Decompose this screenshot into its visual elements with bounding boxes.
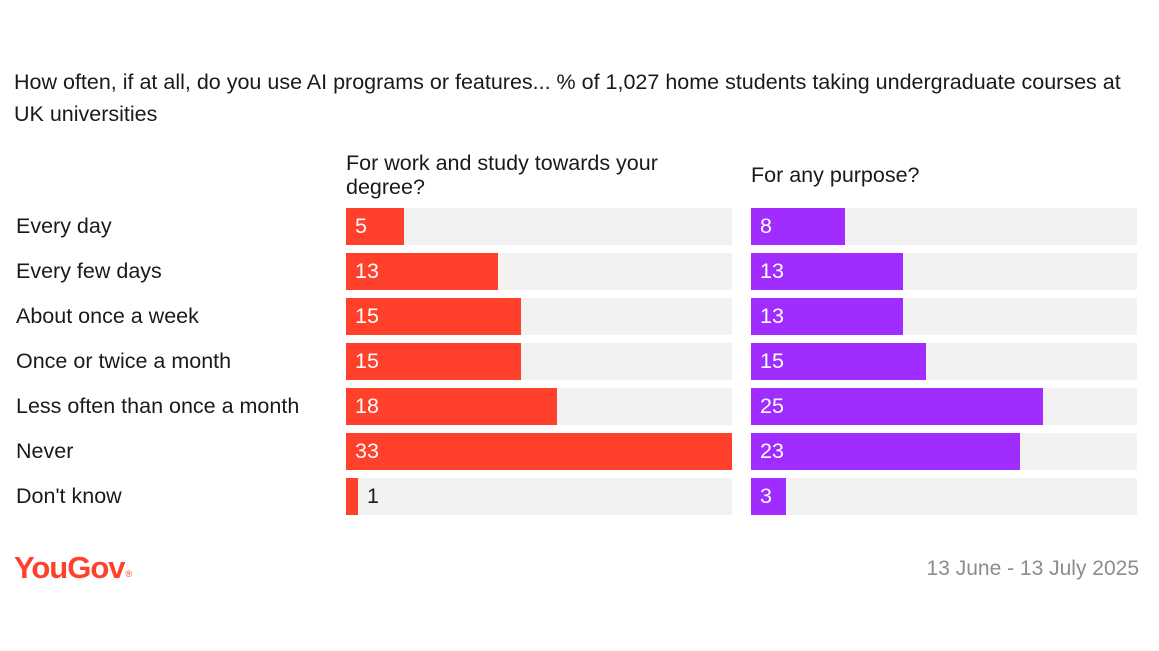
data-label: 25 — [760, 394, 784, 418]
bar-series-2 — [751, 253, 903, 290]
bar-series-1 — [346, 253, 498, 290]
bar-track: 18 — [346, 388, 732, 425]
bar-series-2 — [751, 343, 926, 380]
bar-track: 5 — [346, 208, 732, 245]
data-label: 15 — [760, 349, 784, 373]
bar-track: 8 — [751, 208, 1137, 245]
bar-track: 15 — [346, 298, 732, 335]
category-label: Once or twice a month — [16, 349, 232, 373]
data-label: 18 — [355, 394, 379, 418]
data-label: 23 — [760, 439, 784, 463]
bar-track: 15 — [346, 343, 732, 380]
data-label: 1 — [367, 484, 379, 508]
bar-series-1 — [346, 433, 732, 470]
yougov-logo: YouGov® — [14, 548, 133, 588]
bar-series-2 — [751, 433, 1020, 470]
category-label: Less often than once a month — [16, 394, 300, 418]
bar-track: 13 — [346, 253, 732, 290]
bar-series-1 — [346, 208, 404, 245]
category-label: Every few days — [16, 259, 162, 283]
registered-mark: ® — [125, 569, 133, 579]
series-header-2: For any purpose? — [751, 163, 920, 187]
bar-track: 33 — [346, 433, 732, 470]
bar-track: 13 — [751, 298, 1137, 335]
bar-series-2 — [751, 478, 786, 515]
bar-series-1 — [346, 343, 521, 380]
category-label: Never — [16, 439, 74, 463]
data-label: 13 — [355, 259, 379, 283]
data-label: 33 — [355, 439, 379, 463]
data-label: 15 — [355, 304, 379, 328]
data-label: 13 — [760, 259, 784, 283]
bar-track: 13 — [751, 253, 1137, 290]
bar-series-1 — [346, 388, 557, 425]
data-label: 3 — [760, 484, 772, 508]
bar-track: 15 — [751, 343, 1137, 380]
bar-track: 1 — [346, 478, 732, 515]
bar-track: 25 — [751, 388, 1137, 425]
category-label: Every day — [16, 214, 112, 238]
date-range: 13 June - 13 July 2025 — [926, 557, 1139, 580]
data-label: 15 — [355, 349, 379, 373]
series-header-1: For work and study towards your degree? — [346, 151, 658, 199]
data-label: 8 — [760, 214, 772, 238]
chart-title: How often, if at all, do you use AI prog… — [14, 70, 1121, 126]
data-label: 13 — [760, 304, 784, 328]
bar-series-2 — [751, 298, 903, 335]
category-label: Don't know — [16, 484, 122, 508]
bar-series-2 — [751, 208, 845, 245]
data-label: 5 — [355, 214, 367, 238]
bar-track: 23 — [751, 433, 1137, 470]
logo-text: YouGov — [14, 550, 126, 585]
category-label: About once a week — [16, 304, 199, 328]
bar-series-2 — [751, 388, 1043, 425]
bar-track: 3 — [751, 478, 1137, 515]
bar-series-1 — [346, 478, 358, 515]
bar-series-1 — [346, 298, 521, 335]
